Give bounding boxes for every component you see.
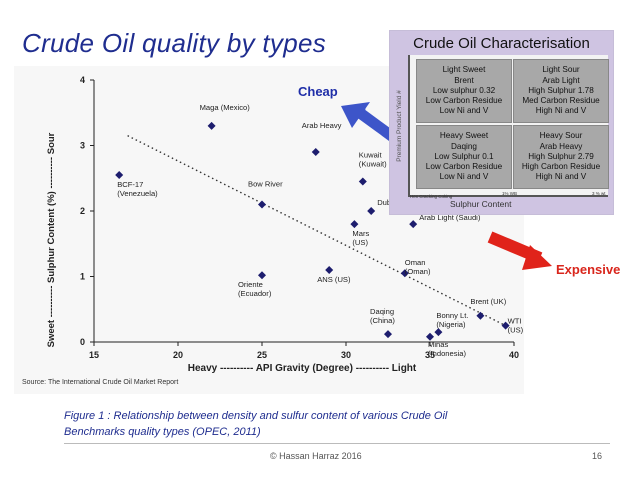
data-point-label: Oriente (Ecuador) — [238, 280, 272, 298]
y-tick-label: 1 — [80, 272, 85, 282]
data-point-label: WTI (US) — [508, 317, 524, 335]
data-point-label: ANS (US) — [317, 275, 351, 284]
cell-line: Light Sour — [542, 65, 580, 75]
data-point-marker — [325, 265, 334, 274]
cell-line: Low Carbon Residue — [425, 96, 503, 106]
page-number: 16 — [592, 451, 603, 461]
cell-line: High Ni and V — [535, 172, 587, 182]
cell-line: Arab Heavy — [539, 141, 583, 151]
x-tick-label: 30 — [341, 350, 351, 360]
footer-copyright: © Hassan Harraz 2016 — [270, 451, 362, 461]
y-axis-label: Sweet ---------- Sulphur Content (%) ---… — [46, 132, 57, 347]
cell-line: High Sulphur 1.78 — [528, 85, 594, 95]
cell-line: Heavy Sweet — [439, 131, 489, 141]
data-point-marker — [434, 328, 443, 337]
svg-text:Premium Product Yield #: Premium Product Yield # — [396, 90, 403, 162]
data-point-marker — [367, 207, 376, 215]
data-point-marker — [311, 148, 320, 157]
x-axis-label: Heavy ---------- API Gravity (Degree) --… — [188, 363, 417, 374]
cell-line: Low sulphur 0.32 — [432, 85, 496, 95]
data-point-marker — [400, 269, 409, 278]
cell-line: High Ni and V — [535, 106, 587, 116]
cell-line: Low Carbon Residue — [425, 162, 503, 172]
inset-x-label: Sulphur Content — [450, 199, 512, 209]
cell-line: Med Carbon Residue — [522, 96, 600, 106]
data-point-marker — [207, 121, 216, 130]
x-tick-label: 25 — [257, 350, 267, 360]
data-point-marker — [384, 330, 392, 339]
data-point-label: Brent (UK) — [470, 297, 506, 306]
cell-line: Light Sweet — [442, 65, 486, 75]
x-tick-label: 40 — [509, 350, 519, 360]
inset-plot: Light Sweet Brent Low sulphur 0.32 Low C… — [408, 55, 609, 197]
figure-caption: Figure 1 : Relationship between density … — [64, 409, 447, 441]
data-point-label: Mars (US) — [352, 229, 369, 247]
y-tick-label: 4 — [80, 75, 85, 85]
inset-x-tick-2: 3 % wt — [592, 191, 606, 196]
inset-note: Hex Cracking Coking — [410, 194, 453, 199]
cell-line: Low Sulphur 0.1 — [434, 151, 494, 161]
data-point-label: Arab Light (Saudi) — [419, 213, 481, 222]
cell-line: Brent — [454, 75, 474, 85]
data-point-marker — [350, 220, 359, 229]
cheap-label: Cheap — [298, 84, 338, 99]
footer-divider — [64, 443, 610, 444]
chart-axes: 15 20 25 30 35 40 0 1 2 3 4 — [80, 75, 519, 360]
cell-line: Heavy Sour — [539, 131, 583, 141]
cell-line: High Sulphur 2.79 — [528, 151, 594, 161]
data-point-marker — [115, 170, 124, 179]
data-point-marker — [501, 321, 510, 330]
data-point-marker — [476, 311, 485, 320]
data-point-label: Bonny Lt. (Nigeria) — [436, 311, 468, 329]
data-point-label: Maga (Mexico) — [200, 103, 251, 112]
data-point-label: Oman (Oman) — [405, 258, 431, 276]
trendline — [127, 135, 506, 327]
data-point-label: BCF-17 (Venezuela) — [117, 180, 158, 198]
source-note: Source: The International Crude Oil Mark… — [22, 379, 178, 386]
y-tick-label: 0 — [80, 337, 85, 347]
data-point-marker — [258, 271, 266, 280]
data-point-label: Minas (Indonesia) — [428, 340, 466, 358]
expensive-label: Expensive — [556, 262, 621, 277]
data-point-marker — [358, 177, 367, 186]
inset-cell-light-sour: Light Sour Arab Light High Sulphur 1.78 … — [513, 59, 609, 123]
x-tick-label: 20 — [173, 350, 183, 360]
x-tick-label: 15 — [89, 350, 99, 360]
inset-cell-light-sweet: Light Sweet Brent Low sulphur 0.32 Low C… — [416, 59, 512, 123]
cell-line: Arab Light — [542, 75, 580, 85]
data-point-marker — [258, 200, 266, 209]
data-point-label: Arab Heavy — [302, 121, 342, 130]
crude-characterisation-inset: Crude Oil Characterisation Premium Produ… — [389, 30, 614, 215]
slide-title: Crude Oil quality by types — [22, 28, 327, 58]
data-point-label: Kuwait (Kuwait) — [359, 151, 387, 169]
cell-line: Daqing — [451, 141, 477, 151]
data-point-marker — [409, 220, 418, 229]
y-tick-label: 2 — [80, 206, 85, 216]
caption-line-1: Figure 1 : Relationship between density … — [64, 410, 448, 422]
inset-title: Crude Oil Characterisation — [413, 35, 590, 52]
data-point-label: Bow River — [248, 179, 283, 188]
y-tick-label: 3 — [80, 141, 85, 151]
x-tick-label: 35 — [425, 350, 435, 360]
data-point-label: Daqing (China) — [370, 307, 395, 325]
inset-cell-heavy-sour: Heavy Sour Arab Heavy High Sulphur 2.79 … — [513, 125, 609, 189]
inset-cell-heavy-sweet: Heavy Sweet Daqing Low Sulphur 0.1 Low C… — [416, 125, 512, 189]
inset-y-label: Premium Product Yield # — [396, 90, 403, 162]
caption-line-2: Benchmarks quality types (OPEC, 2011) — [64, 425, 261, 438]
inset-x-tick-1: 1% WB — [502, 191, 518, 196]
cell-line: Low Ni and V — [439, 172, 489, 182]
trendline-path — [127, 135, 506, 327]
cell-line: High Carbon Residue — [521, 162, 601, 172]
cell-line: Low Ni and V — [439, 106, 489, 116]
data-point-marker — [426, 332, 434, 341]
